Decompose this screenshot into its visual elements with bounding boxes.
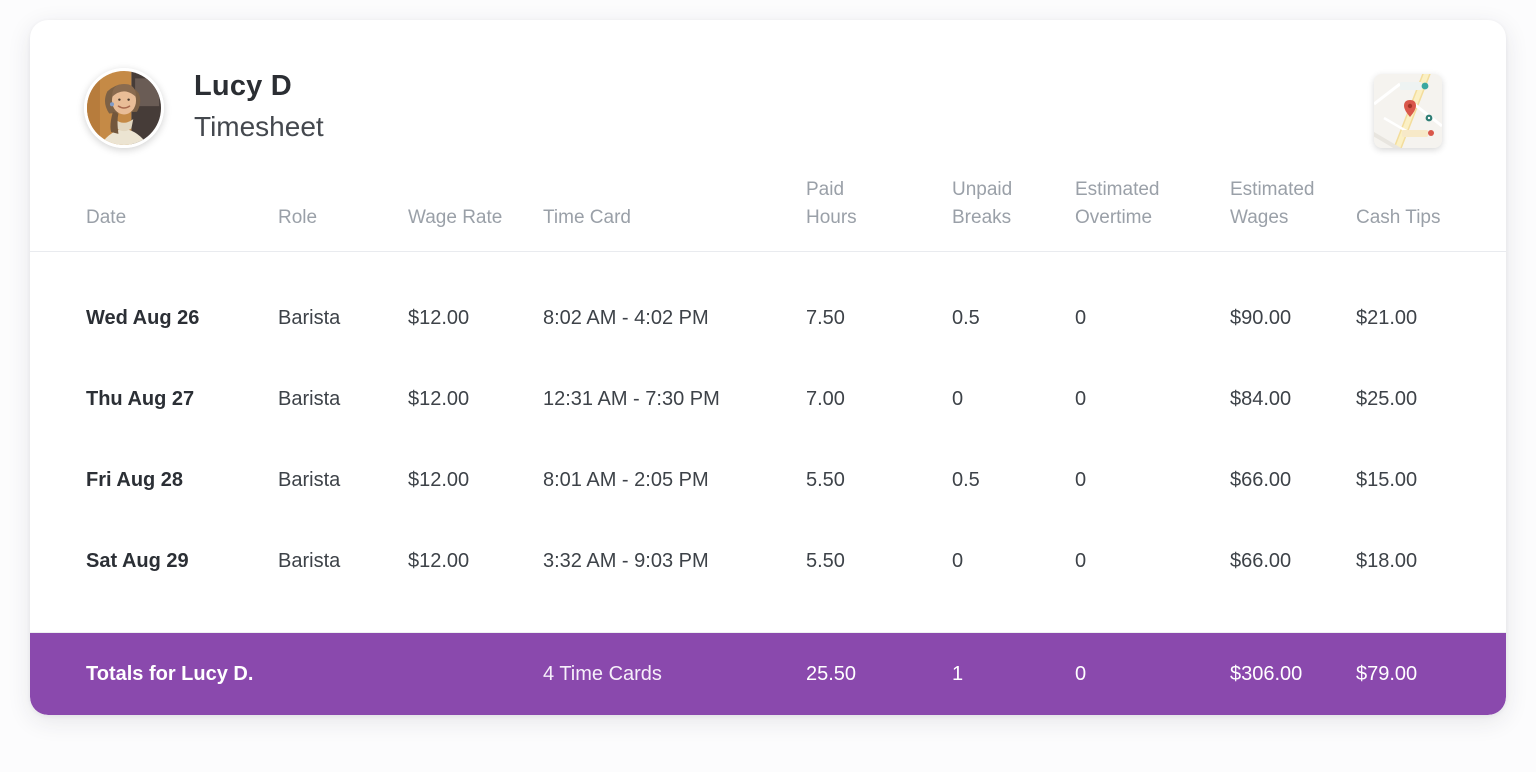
cell-date: Fri Aug 28 — [86, 469, 184, 492]
cell-time-card: 8:01 AM - 2:05 PM — [543, 469, 709, 492]
cell-estimated-overtime: 0 — [1075, 307, 1087, 330]
col-header-estimated-wages: Estimated Wages — [1230, 179, 1315, 228]
cell-cash-tips: $15.00 — [1356, 469, 1418, 492]
map-illustration — [1374, 74, 1442, 148]
totals-label: Totals for Lucy D. — [86, 662, 254, 685]
cell-role: Barista — [278, 469, 341, 492]
col-header-date: Date — [86, 206, 127, 228]
cell-wage-rate: $12.00 — [408, 307, 470, 330]
table-header-row: Date Role Wage Rate Time Card Paid Hours… — [30, 148, 1506, 253]
cell-estimated-overtime: 0 — [1075, 550, 1087, 573]
cell-time-card: 8:02 AM - 4:02 PM — [543, 307, 709, 330]
page-title: Timesheet — [194, 111, 324, 142]
cell-role: Barista — [278, 307, 341, 330]
cell-cash-tips: $25.00 — [1356, 388, 1418, 411]
cell-estimated-wages: $84.00 — [1230, 388, 1292, 411]
cell-unpaid-breaks: 0.5 — [952, 307, 980, 330]
cell-unpaid-breaks: 0.5 — [952, 469, 980, 492]
cell-date: Sat Aug 29 — [86, 550, 189, 573]
col-header-estimated-overtime: Estimated Overtime — [1075, 179, 1160, 228]
avatar — [84, 68, 164, 148]
totals-estimated-wages: $306.00 — [1230, 662, 1303, 685]
totals-estimated-overtime: 0 — [1075, 662, 1087, 685]
table-row: Wed Aug 26 Barista $12.00 8:02 AM - 4:02… — [86, 278, 1450, 359]
cell-estimated-overtime: 0 — [1075, 469, 1087, 492]
cell-estimated-wages: $90.00 — [1230, 307, 1292, 330]
cell-cash-tips: $21.00 — [1356, 307, 1418, 330]
cell-time-card: 3:32 AM - 9:03 PM — [543, 550, 709, 573]
col-header-time-card: Time Card — [543, 206, 631, 228]
timesheet-card: Lucy D Timesheet — [30, 20, 1506, 716]
totals-row: Totals for Lucy D. 4 Time Cards 25.50 1 … — [30, 633, 1506, 716]
cell-unpaid-breaks: 0 — [952, 550, 964, 573]
map-pin-icon — [1404, 100, 1416, 117]
cell-wage-rate: $12.00 — [408, 469, 470, 492]
totals-paid-hours: 25.50 — [806, 662, 857, 685]
cell-role: Barista — [278, 550, 341, 573]
col-header-cash-tips: Cash Tips — [1356, 206, 1441, 228]
cell-time-card: 12:31 AM - 7:30 PM — [543, 388, 720, 411]
totals-time-cards: 4 Time Cards — [543, 662, 662, 685]
cell-unpaid-breaks: 0 — [952, 388, 964, 411]
totals-unpaid-breaks: 1 — [952, 662, 964, 685]
map-thumbnail[interactable] — [1374, 74, 1442, 148]
table-body: Wed Aug 26 Barista $12.00 8:02 AM - 4:02… — [30, 252, 1506, 634]
card-header: Lucy D Timesheet — [30, 20, 1506, 148]
title-block: Lucy D Timesheet — [194, 68, 324, 143]
col-header-unpaid-breaks: Unpaid Breaks — [952, 179, 1013, 228]
table-row: Sat Aug 29 Barista $12.00 3:32 AM - 9:03… — [86, 521, 1450, 602]
cell-wage-rate: $12.00 — [408, 550, 470, 573]
cell-estimated-wages: $66.00 — [1230, 550, 1292, 573]
table-row: Fri Aug 28 Barista $12.00 8:01 AM - 2:05… — [86, 440, 1450, 521]
cell-paid-hours: 7.00 — [806, 388, 845, 411]
totals-cash-tips: $79.00 — [1356, 662, 1418, 685]
table-row: Thu Aug 27 Barista $12.00 12:31 AM - 7:3… — [86, 359, 1450, 440]
cell-paid-hours: 5.50 — [806, 550, 845, 573]
employee-name: Lucy D — [194, 70, 292, 102]
cell-date: Wed Aug 26 — [86, 307, 200, 330]
col-header-role: Role — [278, 206, 318, 228]
avatar-illustration — [87, 71, 161, 145]
cell-wage-rate: $12.00 — [408, 388, 470, 411]
cell-cash-tips: $18.00 — [1356, 550, 1418, 573]
cell-paid-hours: 7.50 — [806, 307, 845, 330]
col-header-wage-rate: Wage Rate — [408, 206, 503, 228]
cell-role: Barista — [278, 388, 341, 411]
cell-estimated-overtime: 0 — [1075, 388, 1087, 411]
cell-date: Thu Aug 27 — [86, 388, 195, 411]
cell-estimated-wages: $66.00 — [1230, 469, 1292, 492]
col-header-paid-hours: Paid Hours — [806, 179, 857, 228]
cell-paid-hours: 5.50 — [806, 469, 845, 492]
